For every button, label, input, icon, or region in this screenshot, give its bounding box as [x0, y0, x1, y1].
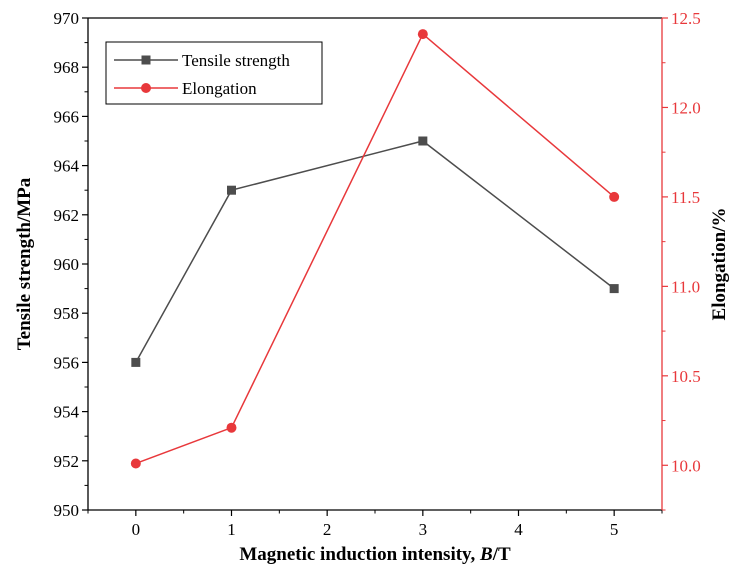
x-axis-title-main: Magnetic induction intensity, — [239, 544, 480, 565]
left-y-axis-title: Tensile strength/MPa — [14, 177, 35, 350]
x-tick-label: 3 — [419, 520, 428, 539]
left-y-tick-label: 960 — [54, 255, 80, 274]
left-y-tick-label: 958 — [54, 304, 80, 323]
right-y-tick-label: 11.5 — [671, 188, 700, 207]
x-tick-label: 2 — [323, 520, 332, 539]
tensile-strength-point — [609, 284, 619, 294]
legend-box — [105, 41, 323, 105]
x-axis-title-unit: /T — [492, 544, 511, 565]
elongation-point — [226, 422, 237, 433]
right-y-tick-label: 12.5 — [671, 9, 701, 28]
legend: Tensile strength Elongation — [105, 41, 323, 105]
axes: 0 1 2 3 4 5 950 952 954 956 958 960 962 964 966 968 970 1… — [54, 9, 701, 539]
elongation-point — [417, 29, 428, 40]
x-tick-label: 4 — [514, 520, 523, 539]
left-y-tick-label: 950 — [54, 501, 80, 520]
left-y-tick-label: 956 — [54, 353, 80, 372]
right-y-tick-label: 12.0 — [671, 98, 701, 117]
x-tick-label: 0 — [132, 520, 141, 539]
elongation-line — [135, 32, 615, 465]
left-y-tick-label: 962 — [54, 206, 80, 225]
tensile-strength-point — [131, 357, 141, 367]
x-tick-label: 5 — [610, 520, 619, 539]
left-y-tick-label: 970 — [54, 9, 80, 28]
legend-label-tensile-strength: Tensile strength — [182, 51, 290, 70]
elongation-point — [130, 458, 141, 469]
left-y-tick-label: 968 — [54, 58, 80, 77]
left-y-tick-label: 954 — [54, 403, 80, 422]
right-y-tick-label: 10.0 — [671, 456, 701, 475]
right-y-tick-label: 10.5 — [671, 367, 701, 386]
left-y-tick-label: 952 — [54, 452, 80, 471]
tensile-strength-point — [227, 185, 236, 195]
legend-label-elongation: Elongation — [182, 79, 257, 98]
tensile-strength-line — [135, 140, 615, 363]
elongation-point — [609, 191, 620, 202]
legend-marker-tensile-strength — [141, 55, 151, 65]
axis-titles: Magnetic induction intensity, B/T Tensil… — [14, 177, 730, 565]
right-y-tick-label: 11.0 — [671, 277, 700, 296]
tensile-strength-point — [418, 136, 428, 146]
x-axis-title-variable: B — [479, 544, 493, 565]
left-y-tick-label: 964 — [54, 157, 80, 176]
right-y-axis-title: Elongation/% — [709, 208, 730, 321]
left-y-tick-label: 966 — [54, 107, 80, 126]
x-axis-title: Magnetic induction intensity, B/T — [239, 544, 511, 565]
series-layer — [130, 29, 620, 469]
x-tick-label: 1 — [227, 520, 236, 539]
legend-marker-elongation — [141, 83, 151, 93]
